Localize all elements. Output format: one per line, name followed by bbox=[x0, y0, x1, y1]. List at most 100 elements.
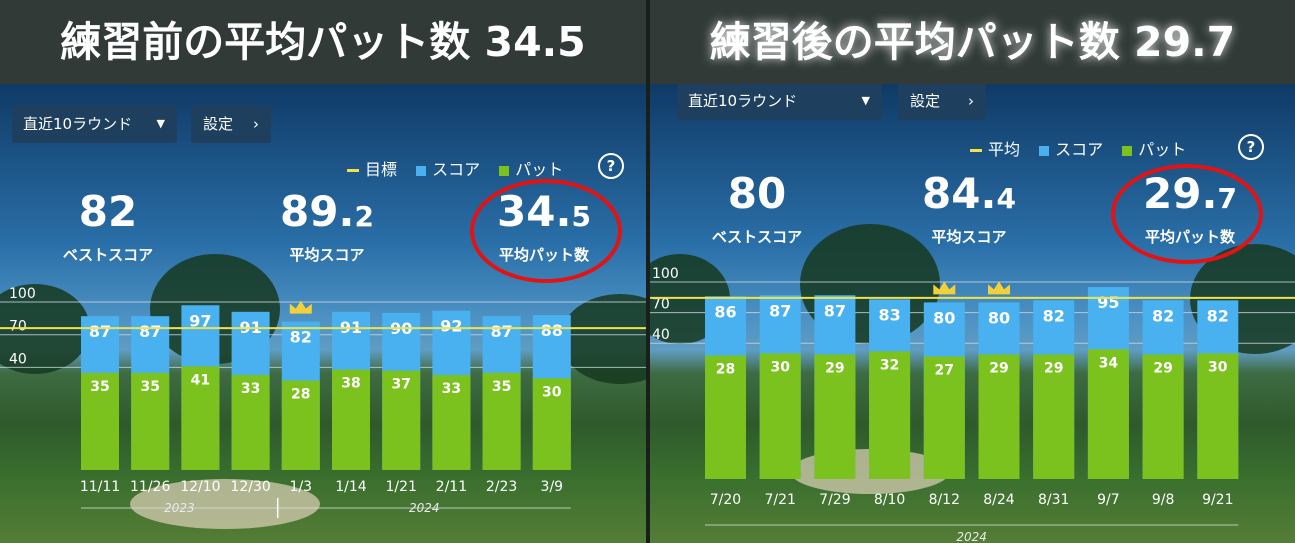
putts-bar bbox=[1197, 353, 1239, 479]
banner-title: 練習後の平均パット数 29.7 bbox=[709, 18, 1236, 66]
average-score-value: 84.4 bbox=[894, 171, 1044, 222]
best-score-value: 82 bbox=[33, 189, 183, 240]
x-tick-label: 8/24 bbox=[983, 492, 1015, 508]
putts-value-label: 29 bbox=[989, 360, 1008, 376]
help-icon[interactable]: ? bbox=[598, 153, 624, 179]
putts-bar bbox=[332, 369, 370, 470]
legend: 平均 スコア パット bbox=[970, 136, 1200, 160]
stat-integer: 82 bbox=[78, 187, 138, 236]
putts-bar bbox=[382, 370, 421, 470]
x-tick-label: 8/12 bbox=[929, 492, 960, 508]
putts-bar bbox=[923, 356, 965, 479]
crown-icon bbox=[933, 281, 956, 295]
putts-bar bbox=[759, 353, 801, 479]
putts-value-label: 29 bbox=[825, 360, 844, 376]
highlight-circle bbox=[1111, 164, 1263, 264]
help-icon[interactable]: ? bbox=[1238, 134, 1264, 160]
crown-icon bbox=[988, 281, 1010, 295]
legend-putts: パット bbox=[499, 156, 563, 180]
score-value-label: 87 bbox=[490, 322, 512, 341]
best-score-stat: 80 ベストスコア bbox=[682, 171, 832, 247]
score-value-label: 82 bbox=[1043, 306, 1065, 325]
tree-decoration bbox=[560, 294, 646, 384]
y-tick-label: 100 bbox=[652, 266, 679, 282]
putts-bar bbox=[532, 378, 571, 470]
putts-swatch bbox=[499, 165, 510, 176]
stat-decimal: 4 bbox=[996, 182, 1016, 215]
score-value-label: 80 bbox=[933, 308, 955, 327]
putts-bar bbox=[869, 351, 911, 479]
putts-value-label: 35 bbox=[90, 379, 109, 395]
x-tick-label: 2/23 bbox=[486, 479, 517, 495]
putts-bar bbox=[281, 380, 320, 470]
x-tick-label: 7/29 bbox=[819, 492, 850, 508]
app-screen: 直近10ラウンド ▼ 設定 › 目標 スコア パット ? 82 ベストスコア 8… bbox=[0, 84, 646, 543]
x-tick-label: 11/26 bbox=[130, 479, 170, 495]
round-range-dropdown[interactable]: 直近10ラウンド ▼ bbox=[12, 105, 177, 143]
x-tick-label: 8/31 bbox=[1038, 492, 1069, 508]
x-tick-label: 3/9 bbox=[541, 479, 564, 495]
average-score-label: 平均スコア bbox=[931, 228, 1007, 246]
dropdown-label: 直近10ラウンド bbox=[688, 92, 798, 110]
best-score-stat: 82 ベストスコア bbox=[33, 189, 183, 265]
putts-bar bbox=[814, 354, 856, 479]
legend-putts-label: パット bbox=[1138, 140, 1187, 159]
legend-score-label: スコア bbox=[1055, 140, 1104, 159]
legend-average-label: 平均 bbox=[988, 140, 1021, 159]
settings-label: 設定 bbox=[203, 115, 234, 133]
putts-value-label: 37 bbox=[391, 377, 410, 393]
score-value-label: 87 bbox=[89, 322, 111, 341]
round-range-dropdown[interactable]: 直近10ラウンド ▼ bbox=[677, 84, 882, 120]
target-line-swatch bbox=[347, 169, 359, 172]
score-value-label: 82 bbox=[1152, 306, 1174, 325]
banner: 練習後の平均パット数 29.7 bbox=[650, 0, 1295, 84]
chevron-down-icon: ▼ bbox=[861, 94, 870, 107]
legend-score: スコア bbox=[1039, 136, 1103, 160]
putts-value-label: 38 bbox=[341, 376, 360, 392]
stat-integer: 80 bbox=[727, 169, 787, 218]
putts-bar bbox=[705, 355, 746, 479]
chevron-down-icon: ▼ bbox=[156, 117, 165, 130]
score-value-label: 82 bbox=[290, 328, 312, 347]
stat-integer: 89. bbox=[280, 187, 355, 236]
putts-value-label: 30 bbox=[770, 359, 790, 375]
putts-value-label: 35 bbox=[140, 379, 159, 395]
score-swatch bbox=[1039, 145, 1050, 156]
settings-button[interactable]: 設定 › bbox=[898, 84, 986, 120]
stat-decimal: 2 bbox=[354, 200, 374, 233]
putts-value-label: 27 bbox=[935, 362, 954, 378]
score-value-label: 86 bbox=[714, 302, 736, 321]
x-tick-label: 12/10 bbox=[180, 479, 220, 495]
average-score-label: 平均スコア bbox=[289, 246, 365, 264]
app-screen: 直近10ラウンド ▼ 設定 › 平均 スコア パット ? 80 ベストスコア 8… bbox=[650, 84, 1295, 543]
score-swatch bbox=[416, 165, 427, 176]
chevron-right-icon: › bbox=[968, 92, 974, 110]
score-value-label: 87 bbox=[824, 301, 846, 320]
x-tick-label: 2/11 bbox=[436, 479, 467, 495]
settings-button[interactable]: 設定 › bbox=[191, 105, 271, 143]
settings-label: 設定 bbox=[910, 92, 941, 110]
y-tick-label: 40 bbox=[9, 351, 27, 367]
best-score-value: 80 bbox=[682, 171, 832, 222]
putts-bar bbox=[482, 372, 521, 470]
score-value-label: 95 bbox=[1097, 293, 1119, 312]
year-label: 2024 bbox=[956, 530, 987, 543]
putts-value-label: 33 bbox=[241, 381, 260, 397]
before-practice-panel: 練習前の平均パット数 34.5 直近10ラウンド ▼ 設定 › 目標 スコア パ… bbox=[0, 0, 646, 543]
putts-value-label: 29 bbox=[1044, 360, 1063, 376]
putts-bar bbox=[81, 372, 119, 470]
putts-bar bbox=[231, 375, 270, 470]
putts-value-label: 28 bbox=[291, 386, 310, 402]
x-tick-label: 9/21 bbox=[1202, 492, 1233, 508]
putts-value-label: 30 bbox=[1208, 359, 1228, 375]
year-label: 2024 bbox=[409, 501, 440, 515]
after-practice-panel: 練習後の平均パット数 29.7 直近10ラウンド ▼ 設定 › 平均 スコア パ… bbox=[650, 0, 1295, 543]
average-score-value: 89.2 bbox=[252, 189, 402, 240]
legend-target: 目標 bbox=[347, 156, 397, 180]
banner: 練習前の平均パット数 34.5 bbox=[0, 0, 646, 84]
score-value-label: 82 bbox=[1207, 306, 1229, 325]
score-value-label: 87 bbox=[139, 322, 161, 341]
highlight-circle bbox=[470, 179, 622, 283]
legend-score-label: スコア bbox=[432, 160, 481, 179]
score-value-label: 83 bbox=[878, 305, 900, 324]
